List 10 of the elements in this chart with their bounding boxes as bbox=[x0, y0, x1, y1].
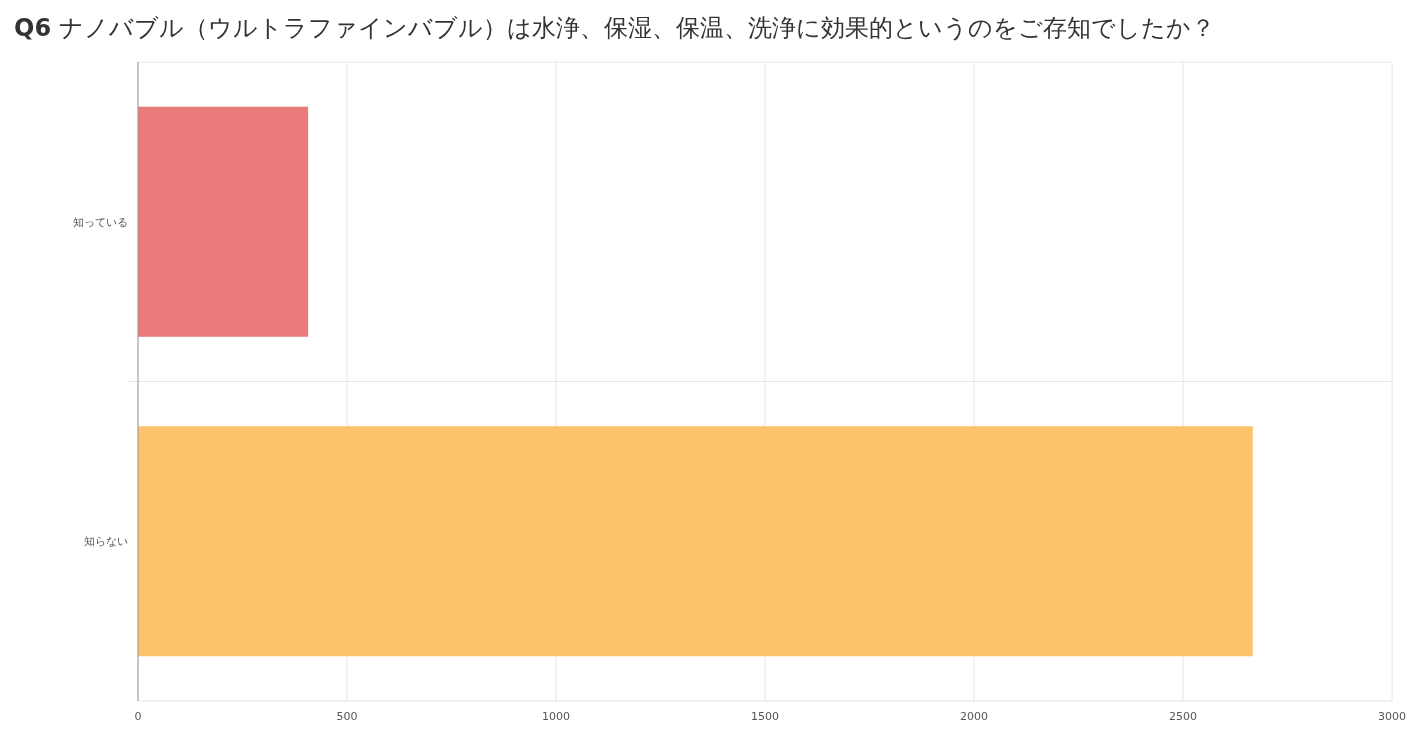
chart-title: Q6 ナノバブル（ウルトラファインバブル）は水浄、保湿、保温、洗浄に効果的というのをご存知でしたか？ bbox=[14, 14, 1215, 42]
x-tick-label: 3000 bbox=[1378, 710, 1406, 723]
x-tick-label: 500 bbox=[336, 710, 358, 723]
x-tick-label: 1500 bbox=[751, 710, 779, 723]
x-tick-label: 1000 bbox=[542, 710, 570, 723]
x-tick-label: 2500 bbox=[1169, 710, 1197, 723]
x-tick-label: 2000 bbox=[960, 710, 988, 723]
y-tick-label: 知っている bbox=[73, 215, 128, 229]
x-tick-label: 0 bbox=[134, 710, 142, 723]
y-tick-label: 知らない bbox=[84, 535, 128, 549]
